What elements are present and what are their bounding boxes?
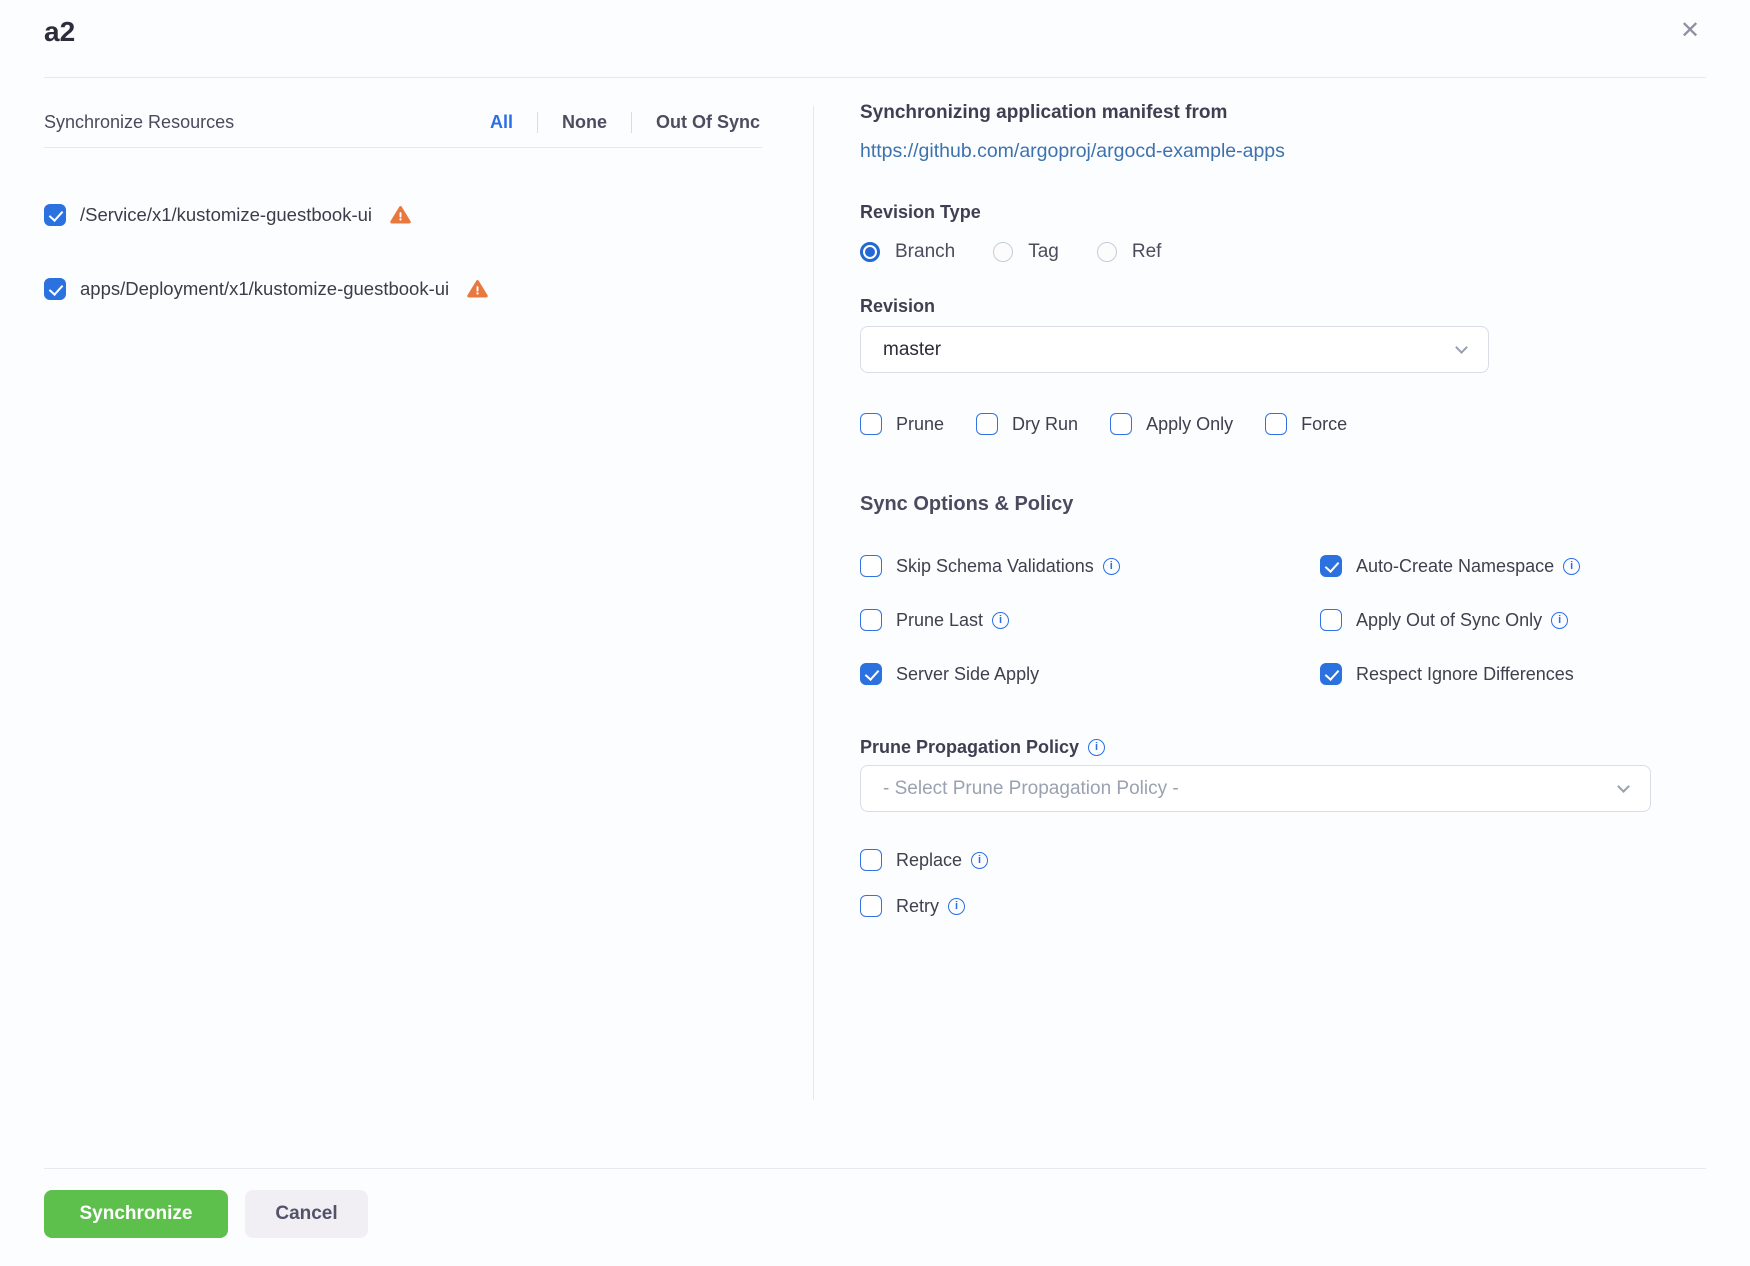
ref-radio[interactable]	[1096, 242, 1117, 262]
resource-row: apps/Deployment/x1/kustomize-guestbook-u…	[44, 278, 762, 300]
chevron-down-icon	[1617, 779, 1630, 793]
resource-row: /Service/x1/kustomize-guestbook-ui	[44, 204, 762, 226]
prune-last-label: Prune Last	[896, 609, 984, 630]
tag-radio-label: Tag	[1028, 241, 1059, 262]
option-auto-create-namespace[interactable]: Auto-Create Namespace	[1320, 553, 1706, 579]
apply-only-flag[interactable]: Apply Only	[1110, 413, 1233, 435]
resource-checkbox[interactable]	[44, 278, 66, 300]
footer-actions: Synchronize Cancel	[44, 1190, 368, 1238]
auto-create-namespace-label: Auto-Create Namespace	[1356, 555, 1555, 576]
option-prune-last[interactable]: Prune Last	[860, 607, 1320, 633]
option-apply-out-of-sync-only[interactable]: Apply Out of Sync Only	[1320, 607, 1706, 633]
sync-flags-row: Prune Dry Run Apply Only Force	[860, 413, 1706, 435]
option-skip-schema-validations[interactable]: Skip Schema Validations	[860, 553, 1320, 579]
prune-propagation-policy-placeholder: - Select Prune Propagation Policy -	[883, 777, 1179, 799]
prune-checkbox[interactable]	[860, 413, 882, 435]
resources-header: Synchronize Resources All None Out Of Sy…	[44, 112, 762, 148]
force-label: Force	[1301, 413, 1348, 434]
ref-radio-label: Ref	[1131, 241, 1162, 262]
retry-checkbox[interactable]	[860, 895, 882, 917]
info-icon[interactable]	[1102, 557, 1120, 575]
resource-filters: All None Out Of Sync	[466, 112, 762, 133]
cancel-button[interactable]: Cancel	[245, 1190, 368, 1238]
dry-run-label: Dry Run	[1012, 413, 1079, 434]
resources-title: Synchronize Resources	[44, 112, 235, 132]
resources-panel: Synchronize Resources All None Out Of Sy…	[44, 112, 762, 300]
info-icon[interactable]	[1088, 738, 1106, 756]
radio-branch[interactable]: Branch	[860, 241, 955, 263]
footer-divider	[44, 1168, 1706, 1169]
option-respect-ignore-differences[interactable]: Respect Ignore Differences	[1320, 661, 1706, 687]
replace-label: Replace	[896, 849, 963, 870]
auto-create-namespace-checkbox[interactable]	[1320, 555, 1342, 577]
revision-select-value: master	[883, 338, 942, 360]
skip-schema-validations-label: Skip Schema Validations	[896, 555, 1094, 576]
warning-icon	[390, 206, 411, 224]
apply-only-checkbox[interactable]	[1110, 413, 1133, 435]
warning-icon	[467, 280, 488, 298]
revision-type-label: Revision Type	[860, 202, 981, 222]
prune-label: Prune	[896, 413, 945, 434]
revision-label: Revision	[860, 296, 936, 316]
dry-run-checkbox[interactable]	[976, 413, 999, 435]
server-side-apply-label: Server Side Apply	[896, 663, 1040, 684]
tag-radio[interactable]	[993, 242, 1014, 262]
manifest-label: Synchronizing application manifest from	[860, 102, 1228, 123]
info-icon[interactable]	[992, 611, 1010, 629]
resource-name: /Service/x1/kustomize-guestbook-ui	[80, 204, 373, 225]
resource-checkbox[interactable]	[44, 204, 66, 226]
page-title: a2	[44, 16, 76, 47]
radio-tag[interactable]: Tag	[993, 241, 1059, 263]
retry-label: Retry	[896, 895, 940, 916]
apply-out-of-sync-only-checkbox[interactable]	[1320, 609, 1342, 631]
panel-divider	[813, 106, 814, 1100]
prune-last-checkbox[interactable]	[860, 609, 882, 631]
respect-ignore-differences-checkbox[interactable]	[1320, 663, 1342, 685]
branch-radio[interactable]	[860, 242, 880, 262]
filter-all[interactable]: All	[489, 112, 513, 132]
sync-settings-panel: Synchronizing application manifest from …	[860, 100, 1706, 918]
branch-radio-label: Branch	[895, 241, 956, 262]
revision-type-options: Branch Tag Ref	[860, 240, 1706, 264]
force-flag[interactable]: Force	[1265, 413, 1347, 435]
retry-flag[interactable]: Retry	[860, 894, 1706, 918]
info-icon[interactable]	[948, 897, 966, 915]
respect-ignore-differences-label: Respect Ignore Differences	[1356, 663, 1574, 684]
sync-options-title: Sync Options & Policy	[860, 493, 1074, 515]
server-side-apply-checkbox[interactable]	[860, 663, 882, 685]
skip-schema-validations-checkbox[interactable]	[860, 555, 882, 577]
sync-options-grid: Skip Schema Validations Auto-Create Name…	[860, 553, 1706, 687]
apply-out-of-sync-only-label: Apply Out of Sync Only	[1356, 609, 1543, 630]
header-divider	[44, 77, 1706, 78]
force-checkbox[interactable]	[1265, 413, 1288, 435]
radio-ref[interactable]: Ref	[1096, 241, 1162, 263]
synchronize-button[interactable]: Synchronize	[44, 1190, 228, 1238]
filter-out-of-sync[interactable]: Out Of Sync	[630, 112, 762, 133]
info-icon[interactable]	[971, 851, 989, 869]
revision-select[interactable]: master	[860, 326, 1489, 373]
close-icon[interactable]: ✕	[1679, 16, 1701, 44]
resource-name: apps/Deployment/x1/kustomize-guestbook-u…	[80, 278, 450, 299]
prune-propagation-policy-header: Prune Propagation Policy	[860, 735, 1706, 759]
chevron-down-icon	[1455, 340, 1468, 354]
prune-flag[interactable]: Prune	[860, 413, 944, 435]
info-icon[interactable]	[1551, 611, 1569, 629]
manifest-url-link[interactable]: https://github.com/argoproj/argocd-examp…	[860, 140, 1285, 162]
replace-flag[interactable]: Replace	[860, 848, 1706, 872]
dry-run-flag[interactable]: Dry Run	[976, 413, 1078, 435]
info-icon[interactable]	[1563, 557, 1581, 575]
prune-propagation-policy-select[interactable]: - Select Prune Propagation Policy -	[860, 765, 1651, 812]
apply-only-label: Apply Only	[1146, 413, 1234, 434]
filter-none[interactable]: None	[536, 112, 631, 133]
replace-checkbox[interactable]	[860, 849, 882, 871]
option-server-side-apply[interactable]: Server Side Apply	[860, 661, 1320, 687]
prune-propagation-policy-label: Prune Propagation Policy	[860, 737, 1080, 757]
